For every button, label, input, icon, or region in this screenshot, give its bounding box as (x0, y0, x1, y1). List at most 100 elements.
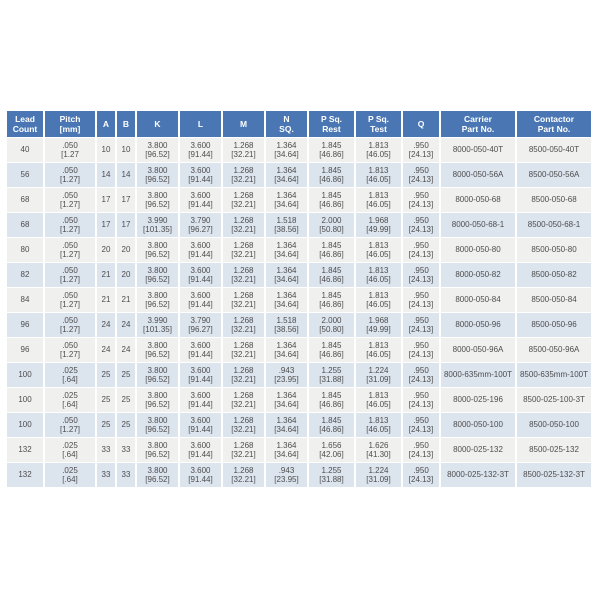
table-cell-lead-count: 80 (7, 238, 43, 262)
cell-value-line: [24.13] (408, 450, 434, 459)
cell-value-line: .950 (413, 315, 429, 325)
cell-value-line: 1.813 (368, 140, 389, 150)
table-cell-carrier-part-no: 8000-050-68 (441, 188, 515, 212)
table-cell-p-sq-rest: 1.255 [31.88] (309, 463, 354, 487)
cell-value-line: .050 (62, 190, 78, 200)
table-cell-l: 3.600 [91.44] (180, 238, 221, 262)
table-cell-l: 3.600 [91.44] (180, 138, 221, 162)
cell-value-line: 17 (101, 220, 111, 230)
cell-value-line: 8000-635mm-100T (443, 370, 513, 380)
cell-value-line: .050 (62, 265, 78, 275)
table-cell-contactor-part-no: 8500-635mm-100T (517, 363, 591, 387)
table-row: 40.050 [1.27 10 10 3.800 [96.52] 3.600 [91.44] 1… (7, 138, 591, 162)
cell-value-line: 8000-050-96 (455, 320, 501, 330)
table-cell-k: 3.800 [96.52] (137, 288, 178, 312)
header-row: Lead Count Pitch [mm] A B K L M N SQ. P Sq. Rest P Sq… (7, 111, 591, 137)
cell-value-line: 1.813 (368, 290, 389, 300)
cell-value-line: .050 (62, 290, 78, 300)
table-cell-q: .950 [24.13] (403, 338, 439, 362)
table-cell-p-sq-test: 1.813 [46.05] (356, 163, 401, 187)
cell-value-line: [96.52] (145, 475, 170, 484)
table-cell-l: 3.790 [96.27] (180, 213, 221, 237)
table-cell-pitch-mm: .025 [.64] (45, 438, 95, 462)
table-cell-m: 1.268 [32.21] (223, 163, 264, 187)
table-cell-b: 17 (117, 213, 135, 237)
cell-value-line: [91.44] (188, 300, 213, 309)
cell-value-line: [46.05] (366, 400, 391, 409)
cell-value-line: [96.52] (145, 400, 170, 409)
cell-value-line: 1.268 (233, 215, 254, 225)
cell-value-line: [24.13] (408, 375, 434, 384)
table-cell-a: 17 (97, 213, 115, 237)
cell-value-line: 96 (20, 345, 30, 355)
table-cell-q: .950 [24.13] (403, 413, 439, 437)
table-cell-pitch-mm: .050 [1.27 (45, 138, 95, 162)
cell-value-line: [96.52] (145, 175, 170, 184)
cell-value-line: [96.52] (145, 200, 170, 209)
cell-value-line: 8000-050-96A (452, 345, 504, 355)
cell-value-line: 8500-050-68 (531, 195, 577, 205)
cell-value-line: 8000-050-100 (453, 420, 503, 430)
cell-value-line: .050 (62, 215, 78, 225)
table-cell-m: 1.268 [32.21] (223, 238, 264, 262)
cell-value-line: 82 (20, 270, 30, 280)
cell-value-line: .950 (413, 190, 429, 200)
header-label-line: Q (417, 119, 425, 129)
table-cell-k: 3.800 [96.52] (137, 238, 178, 262)
cell-value-line: 33 (121, 470, 131, 480)
header-cell-l: L (180, 111, 221, 137)
cell-value-line: [23.95] (274, 375, 299, 384)
table-row: 84.050 [1.27] 21 21 3.800 [96.52] 3.600 [91.44]… (7, 288, 591, 312)
cell-value-line: 1.968 (368, 215, 389, 225)
cell-value-line: 8000-050-82 (455, 270, 501, 280)
cell-value-line: 1.268 (233, 165, 254, 175)
cell-value-line: 100 (18, 370, 32, 380)
cell-value-line: [34.64] (274, 250, 299, 259)
cell-value-line: 8500-050-100 (529, 420, 579, 430)
table-cell-l: 3.600 [91.44] (180, 388, 221, 412)
cell-value-line: [1.27] (59, 350, 80, 359)
table-cell-a: 25 (97, 413, 115, 437)
header-cell-n-sq: N SQ. (266, 111, 307, 137)
cell-value-line: [96.27] (188, 225, 213, 234)
cell-value-line: 3.800 (147, 265, 168, 275)
table-cell-n-sq: 1.364 [34.64] (266, 263, 307, 287)
cell-value-line: 8500-050-40T (528, 145, 580, 155)
table-body: 40.050 [1.27 10 10 3.800 [96.52] 3.600 [91.44] 1… (7, 138, 591, 487)
cell-value-line: 3.600 (190, 465, 211, 475)
cell-value-line: .950 (413, 215, 429, 225)
table-cell-p-sq-rest: 1.845 [46.86] (309, 238, 354, 262)
table-cell-m: 1.268 [32.21] (223, 188, 264, 212)
table-cell-p-sq-rest: 1.255 [31.88] (309, 363, 354, 387)
cell-value-line: 17 (121, 220, 131, 230)
table-cell-pitch-mm: .025 [.64] (45, 463, 95, 487)
cell-value-line: [91.44] (188, 450, 213, 459)
table-cell-b: 25 (117, 413, 135, 437)
cell-value-line: 1.268 (233, 315, 254, 325)
table-row: 100.050 [1.27] 25 25 3.800 [96.52] 3.600 [91.44… (7, 413, 591, 437)
table-cell-q: .950 [24.13] (403, 388, 439, 412)
table-cell-l: 3.600 [91.44] (180, 188, 221, 212)
cell-value-line: 100 (18, 420, 32, 430)
table-cell-lead-count: 100 (7, 363, 43, 387)
cell-value-line: [32.21] (231, 250, 256, 259)
cell-value-line: 3.600 (190, 390, 211, 400)
cell-value-line: 8500-025-132 (529, 445, 579, 455)
table-row: 80.050 [1.27] 20 20 3.800 [96.52] 3.600 [91.44]… (7, 238, 591, 262)
header-cell-q: Q (403, 111, 439, 137)
table-cell-lead-count: 56 (7, 163, 43, 187)
cell-value-line: 3.600 (190, 365, 211, 375)
table-cell-m: 1.268 [32.21] (223, 338, 264, 362)
table-cell-contactor-part-no: 8500-025-100-3T (517, 388, 591, 412)
cell-value-line: [46.05] (366, 250, 391, 259)
cell-value-line: 8500-050-84 (531, 295, 577, 305)
header-cell-p-sq-rest: P Sq. Rest (309, 111, 354, 137)
cell-value-line: [96.27] (188, 325, 213, 334)
cell-value-line: [24.13] (408, 225, 434, 234)
table-cell-k: 3.800 [96.52] (137, 388, 178, 412)
table-cell-b: 20 (117, 263, 135, 287)
cell-value-line: 1.518 (276, 315, 297, 325)
table-cell-p-sq-rest: 1.845 [46.86] (309, 163, 354, 187)
cell-value-line: 8000-025-132 (453, 445, 503, 455)
header-label-line: B (122, 119, 130, 129)
